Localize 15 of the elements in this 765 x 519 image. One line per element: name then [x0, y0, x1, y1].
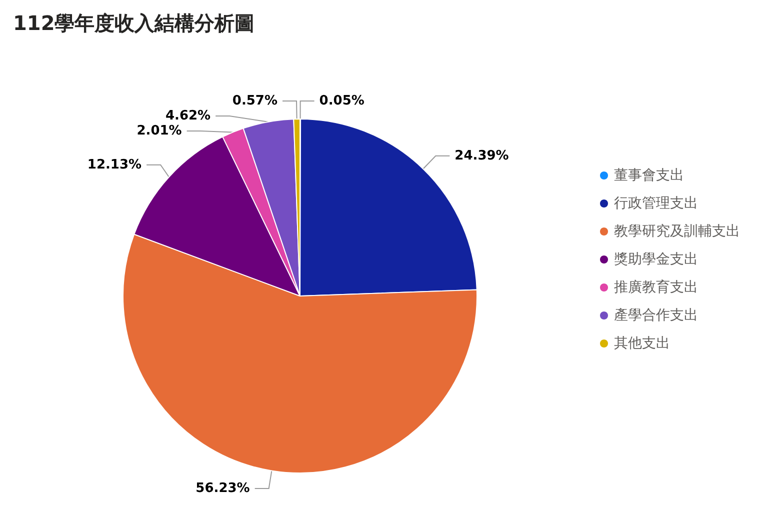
legend-label: 行政管理支出 — [614, 196, 698, 212]
data-label: 56.23% — [196, 480, 250, 496]
legend-label: 獎助學金支出 — [614, 252, 698, 268]
data-label: 2.01% — [136, 124, 182, 139]
legend-label: 推廣教育支出 — [614, 278, 698, 296]
data-label: 0.57% — [232, 94, 278, 109]
legend-label: 教學研究及訓輔支出 — [614, 224, 740, 240]
data-label: 24.39% — [454, 148, 509, 164]
data-label: 12.13% — [87, 157, 142, 172]
legend-label: 其他支出 — [614, 336, 670, 352]
chart-title: 112學年度收入結構分析圖 — [13, 11, 255, 35]
legend-label: 董事會支出 — [614, 168, 684, 184]
data-label: 0.05% — [319, 94, 364, 108]
data-label: 4.62% — [165, 108, 211, 124]
legend-label: 產學合作支出 — [614, 308, 698, 324]
